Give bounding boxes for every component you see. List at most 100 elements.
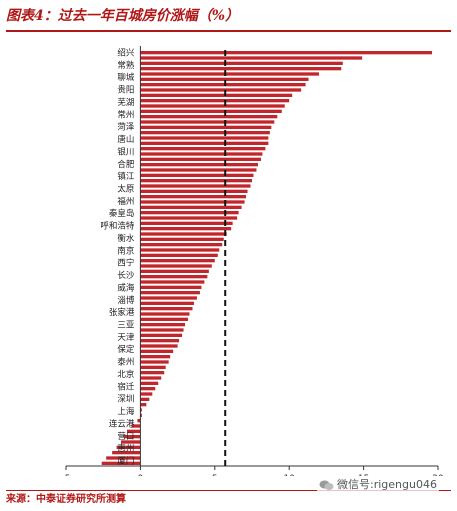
category-label: 菏泽 <box>117 122 135 133</box>
bar <box>140 168 257 172</box>
category-label: 聊城 <box>117 72 135 83</box>
bar <box>140 200 245 204</box>
bar <box>140 344 178 348</box>
bar <box>140 333 183 337</box>
bar <box>140 397 150 401</box>
bar <box>131 424 141 428</box>
category-label: 厦门 <box>117 456 134 467</box>
bar <box>140 61 343 65</box>
bar <box>140 253 218 257</box>
bar <box>140 152 263 156</box>
bar <box>140 328 184 332</box>
category-label: 衡水 <box>117 233 135 244</box>
x-tick-label: 0 <box>138 474 144 476</box>
bar <box>140 413 142 417</box>
bar <box>124 435 141 439</box>
bar <box>140 275 208 279</box>
bar <box>140 392 153 396</box>
bar <box>116 445 141 449</box>
category-label: 福州 <box>117 196 134 207</box>
bar <box>140 67 342 71</box>
bar <box>140 355 171 359</box>
category-label: 深圳 <box>117 394 134 405</box>
bar <box>140 99 290 103</box>
bar <box>140 264 212 268</box>
source-note: 来源：中泰证券研究所测算 <box>6 494 126 505</box>
category-label: 上海 <box>117 406 135 417</box>
bar <box>140 136 269 140</box>
bar <box>140 51 433 55</box>
watermark-text: 微信号:rigengu046 <box>337 478 437 491</box>
category-label: 太原 <box>117 184 134 195</box>
bar <box>140 301 194 305</box>
bar <box>140 125 272 129</box>
bar <box>101 461 141 465</box>
category-label: 镇江 <box>117 171 135 182</box>
chart-title: 图表4：过去一年百城房价涨幅（%） <box>6 8 240 24</box>
bar <box>140 179 252 183</box>
category-label: 西宁 <box>117 258 134 269</box>
bar <box>140 376 162 380</box>
bar <box>106 456 141 460</box>
bar <box>140 360 169 364</box>
bar <box>140 291 200 295</box>
bar <box>140 365 166 369</box>
category-label: 惠州 <box>117 443 134 454</box>
bar <box>140 147 266 151</box>
bar <box>140 381 159 385</box>
bar <box>140 88 302 92</box>
x-tick-label: 5 <box>212 474 218 476</box>
bar <box>112 451 141 455</box>
category-label: 泰州 <box>117 357 134 368</box>
category-label: 呼和浩特 <box>100 221 135 232</box>
bar <box>140 339 180 343</box>
category-label: 天津 <box>117 332 135 343</box>
category-label: 张家港 <box>109 307 135 318</box>
bar <box>140 184 251 188</box>
bar <box>140 104 285 108</box>
bar <box>140 312 190 316</box>
bar <box>140 285 202 289</box>
bar <box>140 189 248 193</box>
bar <box>140 216 238 220</box>
bar <box>140 120 275 124</box>
bar <box>140 115 278 119</box>
bar <box>140 163 258 167</box>
x-tick-label: 10 <box>283 474 295 476</box>
category-label: 银川 <box>117 146 134 157</box>
bar <box>140 248 220 252</box>
bar <box>140 317 189 321</box>
bar <box>140 56 363 60</box>
bar <box>140 131 270 135</box>
x-tick-label: 20 <box>432 474 444 476</box>
category-label: 保定 <box>117 344 135 355</box>
bar <box>140 269 209 273</box>
bar <box>140 221 233 225</box>
category-label: 南京 <box>117 245 134 256</box>
bar <box>127 429 141 433</box>
category-label: 淄博 <box>117 295 135 306</box>
bar <box>140 280 205 284</box>
category-label: 秦皇岛 <box>109 208 135 219</box>
category-label: 常熟 <box>117 60 135 71</box>
category-label: 绍兴 <box>117 48 135 59</box>
bar <box>140 408 142 412</box>
bar-chart: -5 0 5 10 15 20 绍兴常熟聊城贵阳芜湖常州菏泽唐山银川合肥镇江太原福州秦皇岛呼… <box>62 46 444 476</box>
bar <box>140 93 293 97</box>
bar <box>121 440 141 444</box>
category-label: 长沙 <box>117 270 135 281</box>
bar <box>140 109 282 113</box>
category-label: 连云港 <box>109 418 135 429</box>
bar <box>140 259 215 263</box>
bar <box>140 323 186 327</box>
bar <box>140 195 247 199</box>
bar <box>140 72 319 76</box>
bar <box>140 77 309 81</box>
category-label: 常州 <box>117 109 134 120</box>
category-label: 三亚 <box>117 321 135 331</box>
bar <box>140 227 232 231</box>
wechat-watermark: 微信号:rigengu046 <box>317 478 439 492</box>
bar <box>140 141 269 145</box>
category-label: 宿迁 <box>117 381 135 392</box>
bar <box>140 232 227 236</box>
